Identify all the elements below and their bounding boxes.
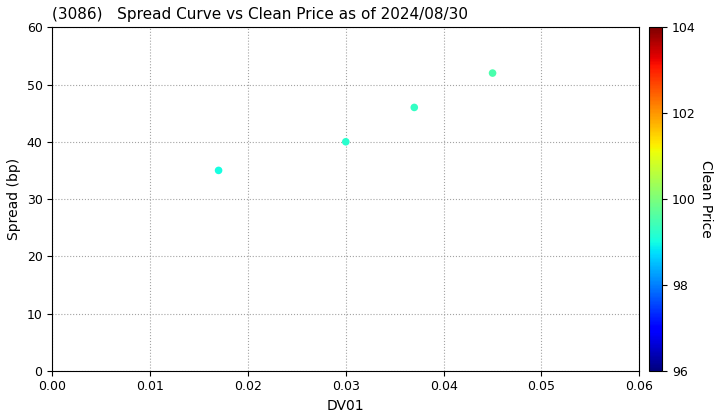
Y-axis label: Clean Price: Clean Price [698,160,713,238]
X-axis label: DV01: DV01 [327,399,364,413]
Text: (3086)   Spread Curve vs Clean Price as of 2024/08/30: (3086) Spread Curve vs Clean Price as of… [53,7,468,22]
Point [487,70,498,76]
Point [408,104,420,111]
Y-axis label: Spread (bp): Spread (bp) [7,158,21,240]
Point [340,139,351,145]
Point [213,167,225,174]
